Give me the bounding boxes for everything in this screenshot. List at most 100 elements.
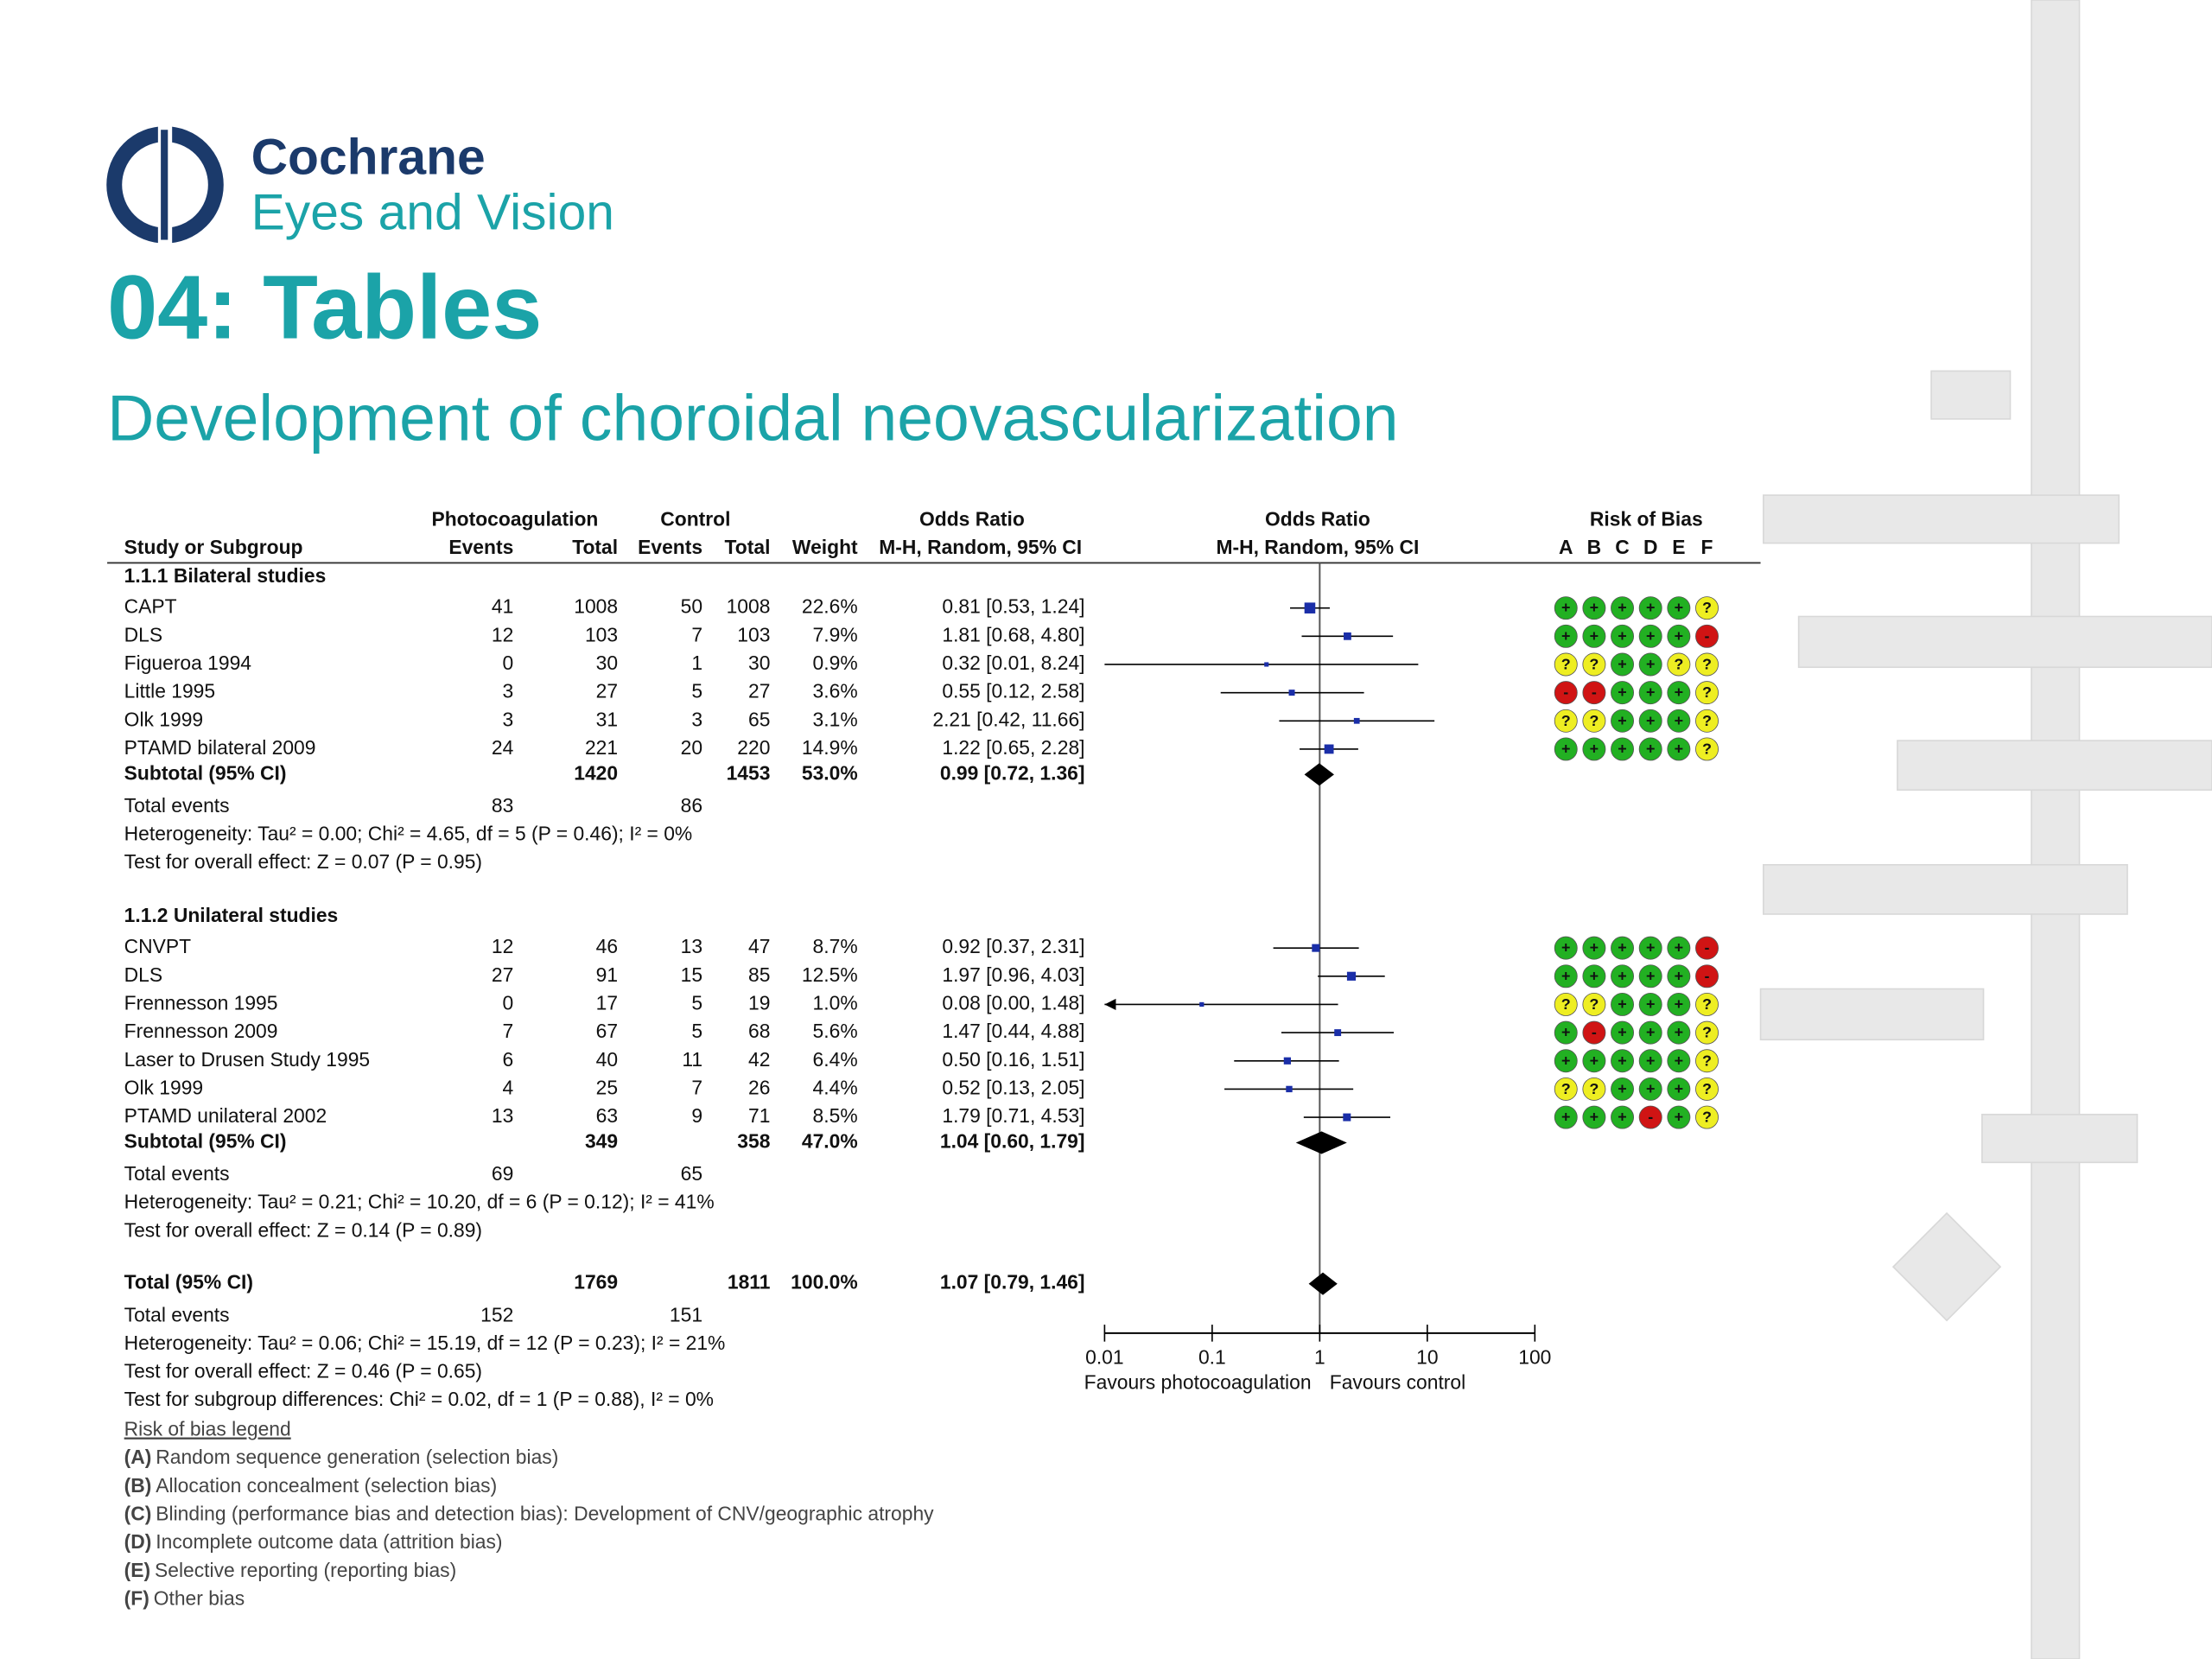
bias-symbol: + (1675, 599, 1683, 616)
cell: 1.97 [0.96, 4.03] (942, 963, 1084, 986)
overall-effect: Test for overall effect: Z = 0.07 (P = 0… (124, 850, 482, 873)
deco-bar (1797, 615, 2212, 669)
bias-symbol: + (1675, 939, 1683, 957)
bias-symbol: + (1618, 656, 1626, 673)
bias-symbol: + (1675, 995, 1683, 1013)
cell: 0.92 [0.37, 2.31] (942, 935, 1084, 957)
row-label: CAPT (124, 595, 177, 618)
row-label: PTAMD bilateral 2009 (124, 736, 316, 759)
bias-dot (1582, 737, 1606, 761)
bias-dot (1554, 1049, 1578, 1073)
bias-symbol: ? (1589, 1080, 1599, 1097)
bias-symbol: + (1618, 740, 1626, 757)
row-label: Total events (124, 1303, 230, 1325)
bias-symbol: + (1590, 740, 1599, 757)
bias-dot (1554, 681, 1578, 705)
bias-dot (1638, 1105, 1662, 1129)
bias-dot (1667, 936, 1691, 960)
bias-symbol: + (1590, 627, 1599, 645)
deco-bar (1897, 740, 2212, 791)
cell: 17 (596, 991, 618, 1014)
slide-subtitle: Development of choroidal neovascularizat… (107, 382, 1398, 454)
row-label: Olk 1999 (124, 1076, 203, 1098)
cell: 1.79 [0.71, 4.53] (942, 1104, 1084, 1127)
bias-symbol: + (1646, 995, 1655, 1013)
bias-dot (1695, 992, 1719, 1016)
bias-symbol: ? (1702, 656, 1712, 673)
deco-bar (1981, 1113, 2139, 1164)
row-label: Frennesson 2009 (124, 1020, 278, 1042)
cell: 3 (503, 708, 514, 730)
ci-arrow (1104, 998, 1116, 1010)
cell: 9 (691, 1104, 702, 1127)
bias-symbol: ? (1702, 1080, 1712, 1097)
cell: 42 (748, 1048, 770, 1071)
legend-title: Risk of bias legend (124, 1418, 291, 1440)
heterogeneity: Heterogeneity: Tau² = 0.21; Chi² = 10.20… (124, 1191, 715, 1213)
subgroup-label: 1.1.1 Bilateral studies (124, 564, 327, 587)
row-label: Laser to Drusen Study 1995 (124, 1048, 370, 1071)
cell: 68 (748, 1020, 770, 1042)
heterogeneity: Heterogeneity: Tau² = 0.00; Chi² = 4.65,… (124, 823, 693, 845)
legend-text: Incomplete outcome data (attrition bias) (156, 1530, 502, 1553)
bias-dot (1695, 652, 1719, 677)
bias-dot (1667, 624, 1691, 648)
effect-box (1344, 632, 1351, 640)
bias-dot (1667, 1077, 1691, 1101)
logo-unit: Eyes and Vision (251, 184, 614, 240)
bias-symbol: - (1592, 1024, 1597, 1041)
cell: 24 (492, 736, 514, 759)
bias-symbol: ? (1702, 995, 1712, 1013)
column-header: Events (638, 536, 702, 558)
bias-symbol: + (1590, 967, 1599, 984)
cell: 6.4% (813, 1048, 858, 1071)
legend-item: (B) Allocation concealment (selection bia… (124, 1474, 498, 1497)
bias-dot (1554, 1077, 1578, 1101)
bias-symbol: + (1618, 1109, 1626, 1126)
bias-dot (1554, 624, 1578, 648)
bias-symbol: + (1646, 1024, 1655, 1041)
bias-symbol: + (1590, 599, 1599, 616)
bias-symbol: + (1675, 967, 1683, 984)
forest-plot: Photocoagulation Control Odds Ratio Odds Ra… (107, 507, 1761, 1609)
cell: 3 (503, 680, 514, 702)
cell: 4.4% (813, 1076, 858, 1098)
bias-symbol: ? (1589, 995, 1599, 1013)
bias-dot (1611, 737, 1635, 761)
bias-dot (1554, 652, 1578, 677)
bias-symbol: ? (1561, 995, 1571, 1013)
bias-symbol: + (1646, 712, 1655, 729)
heterogeneity: Heterogeneity: Tau² = 0.06; Chi² = 15.19… (124, 1332, 726, 1354)
cell: 0.99 [0.72, 1.36] (940, 761, 1085, 784)
bias-dot (1611, 964, 1635, 988)
legend-item: (C) Blinding (performance bias and detect… (124, 1503, 934, 1525)
row-label: PTAMD unilateral 2002 (124, 1104, 327, 1127)
bias-dot (1638, 709, 1662, 733)
cell: 1.04 [0.60, 1.79] (940, 1129, 1085, 1152)
bias-dot (1611, 1077, 1635, 1101)
cell: 100.0% (791, 1271, 857, 1294)
bias-dot (1695, 596, 1719, 620)
cell: 5.6% (813, 1020, 858, 1042)
cell: 53.0% (802, 761, 858, 784)
effect-box (1288, 690, 1295, 696)
group-header: Odds Ratio (1265, 507, 1370, 530)
decoration (1759, 0, 2212, 1659)
bias-dot (1582, 1077, 1606, 1101)
bias-symbol: + (1646, 939, 1655, 957)
bias-symbol: ? (1702, 1052, 1712, 1069)
bias-dot (1554, 1105, 1578, 1129)
cell: 12.5% (802, 963, 858, 986)
bias-dot (1695, 964, 1719, 988)
row-label: Total events (124, 794, 230, 817)
legend-item: (F) Other bias (124, 1586, 245, 1609)
bias-symbol: ? (1702, 1109, 1712, 1126)
slide-title: 04: Tables (107, 257, 542, 359)
cell: 20 (681, 736, 702, 759)
bias-symbol: + (1618, 1080, 1626, 1097)
summary-diamond (1295, 1131, 1347, 1154)
cell: 13 (681, 935, 702, 957)
cell: 220 (737, 736, 770, 759)
bias-symbol: + (1561, 967, 1570, 984)
bias-symbol: - (1563, 683, 1568, 701)
